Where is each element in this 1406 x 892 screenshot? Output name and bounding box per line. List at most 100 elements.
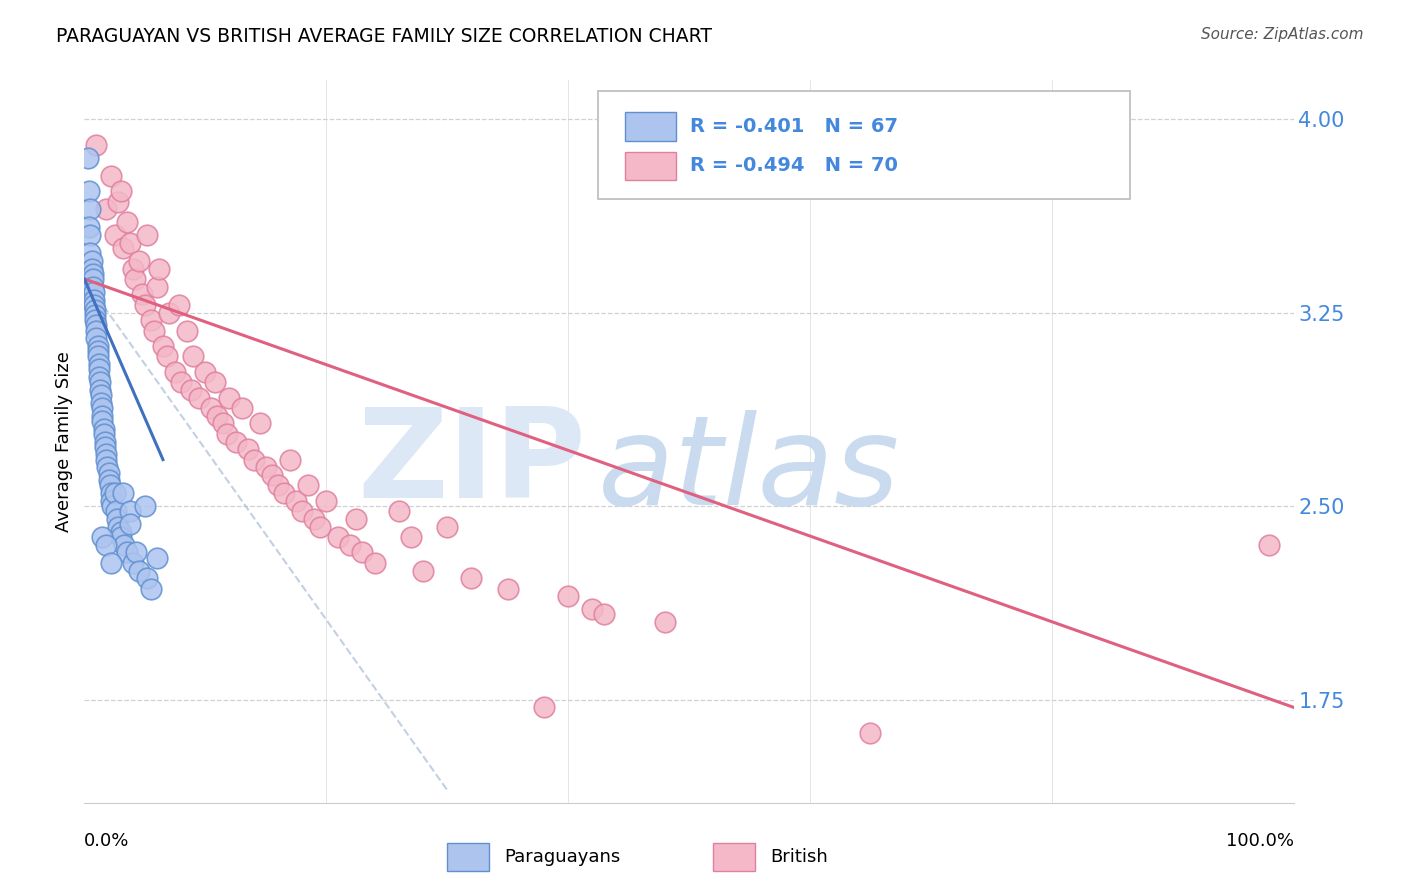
Point bbox=[79, 202, 101, 217]
Point bbox=[180, 383, 202, 397]
Point bbox=[157, 305, 180, 319]
Text: R = -0.401   N = 67: R = -0.401 N = 67 bbox=[690, 117, 898, 136]
Point bbox=[207, 409, 229, 423]
Point bbox=[87, 357, 110, 371]
Point bbox=[291, 504, 314, 518]
Point bbox=[82, 279, 104, 293]
Point bbox=[254, 460, 277, 475]
Text: R = -0.494   N = 70: R = -0.494 N = 70 bbox=[690, 156, 898, 176]
Point bbox=[654, 615, 676, 630]
Point bbox=[225, 434, 247, 449]
FancyBboxPatch shape bbox=[447, 843, 489, 871]
Point bbox=[84, 313, 107, 327]
Point bbox=[165, 365, 187, 379]
Point bbox=[94, 538, 117, 552]
Point bbox=[155, 350, 177, 364]
Point bbox=[146, 550, 169, 565]
Point bbox=[112, 486, 135, 500]
Point bbox=[297, 478, 319, 492]
Point bbox=[87, 370, 110, 384]
Point bbox=[146, 279, 169, 293]
Point bbox=[181, 350, 204, 364]
Point bbox=[278, 452, 301, 467]
Point bbox=[83, 285, 105, 299]
Point bbox=[86, 137, 108, 152]
Point bbox=[91, 414, 114, 428]
Point bbox=[91, 401, 114, 415]
Point bbox=[115, 545, 138, 559]
Text: atlas: atlas bbox=[599, 410, 900, 531]
Point bbox=[100, 494, 122, 508]
Point bbox=[105, 512, 128, 526]
Point bbox=[89, 375, 111, 389]
Point bbox=[200, 401, 222, 415]
Point bbox=[388, 504, 411, 518]
Point bbox=[82, 272, 104, 286]
Point bbox=[94, 452, 117, 467]
Point bbox=[124, 272, 146, 286]
Point bbox=[399, 530, 422, 544]
Point bbox=[148, 261, 170, 276]
Point bbox=[87, 362, 110, 376]
Text: PARAGUAYAN VS BRITISH AVERAGE FAMILY SIZE CORRELATION CHART: PARAGUAYAN VS BRITISH AVERAGE FAMILY SIZ… bbox=[56, 27, 713, 45]
Text: Paraguayans: Paraguayans bbox=[503, 848, 620, 866]
Point bbox=[131, 287, 153, 301]
Text: 0.0%: 0.0% bbox=[84, 831, 129, 850]
Point bbox=[93, 426, 115, 441]
Point bbox=[139, 582, 162, 596]
Point bbox=[125, 545, 148, 559]
Point bbox=[79, 246, 101, 260]
Point bbox=[346, 512, 368, 526]
Point bbox=[104, 504, 127, 518]
Point bbox=[89, 383, 111, 397]
Y-axis label: Average Family Size: Average Family Size bbox=[55, 351, 73, 532]
Point bbox=[86, 331, 108, 345]
Point bbox=[309, 519, 332, 533]
Point bbox=[90, 388, 112, 402]
Point bbox=[128, 253, 150, 268]
Point bbox=[231, 401, 253, 415]
Point bbox=[84, 302, 107, 317]
Point bbox=[80, 261, 103, 276]
Point bbox=[136, 228, 159, 243]
Point bbox=[94, 434, 117, 449]
Point bbox=[86, 324, 108, 338]
Point bbox=[284, 494, 308, 508]
Point bbox=[91, 530, 114, 544]
Point bbox=[339, 538, 361, 552]
Point bbox=[110, 184, 132, 198]
Point bbox=[1258, 538, 1281, 552]
Point bbox=[100, 556, 122, 570]
Point bbox=[204, 375, 226, 389]
Point bbox=[101, 499, 124, 513]
Point bbox=[412, 564, 434, 578]
Point bbox=[859, 726, 882, 740]
Point bbox=[79, 228, 101, 243]
FancyBboxPatch shape bbox=[624, 112, 676, 141]
Point bbox=[90, 396, 112, 410]
Point bbox=[97, 466, 120, 480]
Point bbox=[94, 440, 117, 454]
Point bbox=[212, 417, 235, 431]
Point bbox=[84, 308, 107, 322]
Point bbox=[82, 267, 104, 281]
Point bbox=[83, 298, 105, 312]
Point bbox=[77, 151, 100, 165]
Point bbox=[242, 452, 264, 467]
FancyBboxPatch shape bbox=[624, 152, 676, 180]
FancyBboxPatch shape bbox=[599, 91, 1130, 200]
Point bbox=[436, 519, 458, 533]
Point bbox=[97, 473, 120, 487]
Point bbox=[120, 517, 142, 532]
Point bbox=[86, 350, 108, 364]
Point bbox=[121, 261, 143, 276]
Point bbox=[94, 202, 117, 217]
Point bbox=[77, 220, 100, 235]
Point bbox=[581, 602, 603, 616]
Text: 100.0%: 100.0% bbox=[1226, 831, 1294, 850]
Point bbox=[80, 253, 103, 268]
Point bbox=[94, 447, 117, 461]
Point bbox=[128, 564, 150, 578]
Point bbox=[86, 318, 108, 333]
Point bbox=[302, 512, 325, 526]
